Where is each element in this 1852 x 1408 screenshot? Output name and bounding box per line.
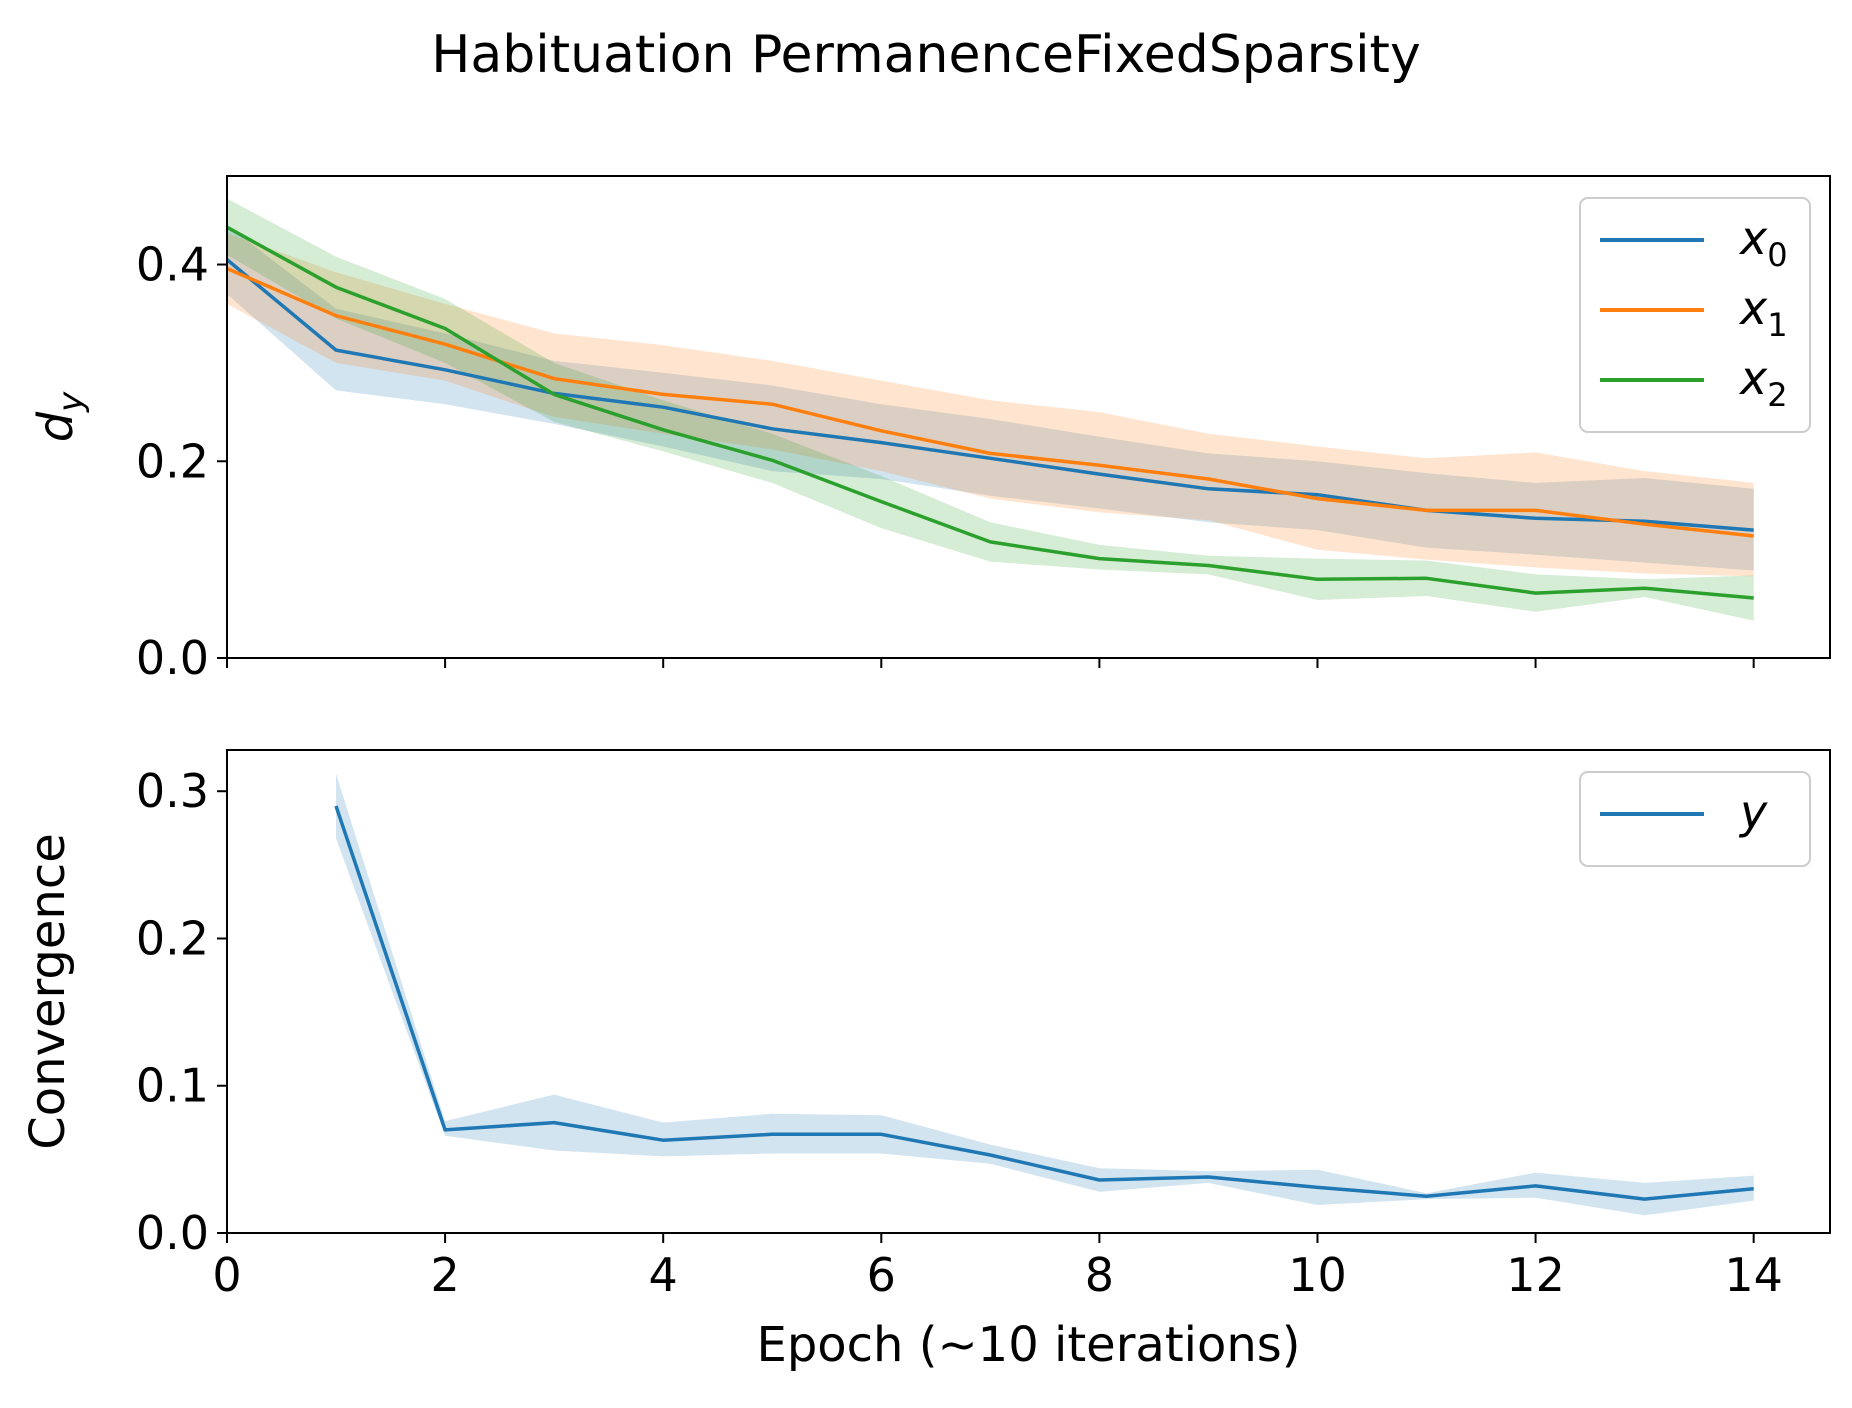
x-tick-label: 10 (1288, 1248, 1347, 1302)
y-tick-label: 0.2 (136, 911, 209, 965)
top-panel: 0.0 0.2 0.4 dy x0 x1 x2 (28, 175, 1831, 685)
confidence-band-x_1 (227, 233, 1754, 577)
legend-box (1579, 197, 1811, 433)
x-tick-label: 14 (1724, 1248, 1783, 1302)
series-line-x_2 (226, 225, 1754, 600)
legend-label-x_2: x2 (1738, 351, 1788, 414)
y-axis-label: Convergence (20, 833, 76, 1149)
x-tick-label: 4 (649, 1248, 678, 1302)
chart-title: Habituation PermanenceFixedSparsity (431, 25, 1420, 85)
legend: y (1579, 771, 1811, 867)
y-tick-label: 0.2 (136, 434, 209, 488)
legend-label-x_0: x0 (1738, 211, 1788, 274)
y-tick-label: 0.0 (136, 1206, 209, 1260)
confidence-band-x_2 (227, 198, 1754, 621)
legend: x0 x1 x2 (1579, 197, 1811, 433)
series-line-x_0 (225, 258, 1754, 532)
x-tick-label: 6 (867, 1248, 896, 1302)
x-tick-label: 2 (430, 1248, 459, 1302)
x-axis-label: Epoch (~10 iterations) (756, 1317, 1300, 1373)
series-line-y (334, 805, 1754, 1201)
axes-frame (226, 175, 1831, 659)
legend-label-y: y (1738, 785, 1768, 839)
y-tick-label: 0.3 (136, 764, 209, 818)
bottom-panel: 0.0 0.1 0.2 0.3 0 2 4 6 8 10 12 14 Convergence Epoch … (20, 749, 1831, 1373)
x-tick-label: 0 (212, 1248, 241, 1302)
y-tick-label: 0.4 (136, 238, 209, 292)
x-tick-label: 12 (1506, 1248, 1565, 1302)
y-tick-label: 0.0 (136, 631, 209, 685)
confidence-band-y (336, 773, 1754, 1216)
confidence-band-x_0 (227, 225, 1754, 571)
legend-label-x_1: x1 (1738, 281, 1788, 344)
legend-box (1579, 771, 1811, 867)
x-tick-label: 8 (1085, 1248, 1114, 1302)
y-axis-label: dy (28, 391, 91, 442)
series-line-x_1 (226, 266, 1754, 538)
axes-frame (226, 749, 1831, 1234)
y-tick-label: 0.1 (136, 1059, 209, 1113)
